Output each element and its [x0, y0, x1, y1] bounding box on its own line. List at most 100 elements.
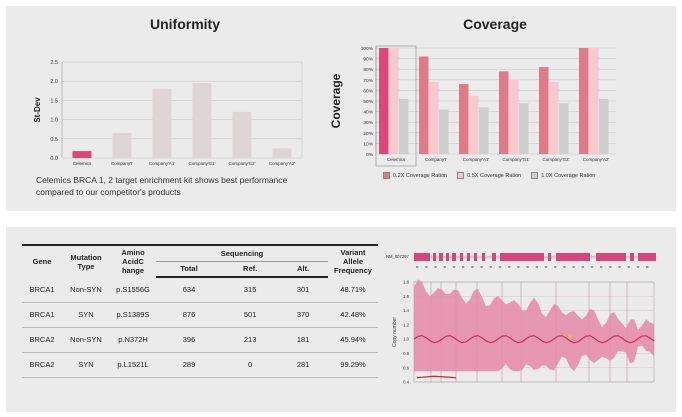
cell-vaf: 45.94% — [328, 327, 378, 353]
exon-tick — [471, 266, 474, 268]
transcript-label: NM_007297 — [386, 254, 409, 259]
bar — [232, 111, 252, 158]
y-tick-label: 0.5 — [50, 137, 58, 143]
coverage-title: Coverage — [463, 16, 527, 32]
exon — [638, 253, 656, 261]
x-tick-label: Company'I' — [425, 157, 447, 162]
cell-alt: 181 — [278, 327, 328, 353]
header-sequencing: Sequencing — [156, 244, 328, 262]
cell-gene: BRCA1 — [22, 302, 62, 328]
y-tick-label: 10% — [363, 141, 373, 147]
exon-tick — [554, 266, 557, 268]
legend-swatch — [457, 172, 465, 179]
legend-item: 0.5X Coverage Ration — [457, 172, 521, 179]
cell-mutation: Non-SYN — [62, 327, 110, 353]
exon — [630, 253, 634, 261]
x-tick-label: Company'G2' — [543, 157, 570, 162]
cell-total: 289 — [156, 352, 223, 378]
legend-swatch — [383, 172, 390, 179]
y-tick-label: 70% — [363, 78, 373, 84]
cell-total: 634 — [156, 277, 223, 303]
exon-tick — [462, 266, 465, 268]
legend-item: 0.2X Coverage Ration — [383, 172, 447, 179]
legend-label: 1.0X Coverage Ration — [541, 172, 596, 179]
y-tick-label: 20% — [363, 131, 373, 137]
bar — [589, 48, 599, 154]
cell-amino: p.N372H — [110, 327, 156, 353]
legend-label: 0.5X Coverage Ration — [467, 172, 522, 179]
y-tick-label: 100% — [361, 46, 374, 52]
y-tick-label: 1.6 — [403, 294, 409, 299]
header-vaf: Variant Allele Frequency — [328, 244, 378, 277]
table-row: BRCA2 SYN p.L1521L 289 0 281 99.29% — [22, 352, 378, 378]
y-tick-label: 0.8 — [403, 351, 409, 356]
exon — [446, 253, 449, 261]
bar — [459, 84, 469, 154]
bar — [112, 133, 132, 158]
exon-tick — [498, 266, 502, 268]
cell-ref: 501 — [222, 302, 279, 328]
cell-gene: BRCA2 — [22, 352, 62, 378]
exon-tick — [416, 266, 419, 268]
header-gene: Gene — [22, 244, 62, 277]
x-tick-label: Company'G2' — [229, 161, 256, 166]
cell-alt: 370 — [278, 302, 328, 328]
y-tick-label: 2.5 — [50, 60, 58, 66]
bar — [599, 98, 609, 154]
x-tick-label: Company'A1' — [463, 157, 490, 162]
exon-tick — [517, 266, 520, 268]
legend-label: 0.2X Coverage Ration — [393, 172, 448, 179]
header-amino: Amino AcidC hange — [110, 244, 156, 277]
exon-tick — [434, 266, 437, 268]
header-ref: Ref. — [222, 261, 279, 278]
low-segment — [416, 375, 457, 379]
exon-tick — [489, 266, 492, 268]
x-tick-label: Company'A2' — [583, 157, 610, 162]
x-tick-label: Company'A1' — [149, 161, 176, 166]
exon-tick — [480, 266, 483, 268]
exon-tick — [572, 266, 575, 268]
exon — [492, 253, 496, 261]
cell-mutation: SYN — [62, 302, 110, 328]
copy-number-plot: NM_007297 0.4 0.6 0.8 1.0 1.2 1.4 1.6 1.8 Copy nu… — [386, 253, 656, 385]
header-alt: Alt. — [278, 261, 328, 278]
x-tick-label: Celemics — [387, 157, 406, 162]
legend-swatch — [531, 172, 539, 179]
table-row: BRCA2 Non-SYN p.N372H 396 213 181 45.94% — [22, 327, 378, 353]
y-tick-label: 2.0 — [50, 79, 58, 85]
exon — [414, 253, 430, 261]
legend-item: 1.0X Coverage Ration — [531, 172, 595, 179]
exon-tick — [600, 266, 603, 268]
exon-tick — [646, 266, 649, 268]
header-mutation: Mutation Type — [62, 244, 110, 277]
bar — [439, 109, 449, 154]
y-tick-label: 1.0 — [403, 337, 409, 342]
x-tick-label: Company'I' — [111, 161, 133, 166]
bar — [192, 83, 212, 158]
uniformity-chart: 0.0 0.5 1.0 1.5 2.0 2.5 St-Dev Celemics Company'… — [33, 60, 303, 166]
cell-ref: 213 — [222, 327, 279, 353]
table-row: BRCA1 SYN p.S1389S 876 501 370 42.48% — [22, 302, 378, 328]
cell-vaf: 99.29% — [328, 352, 378, 378]
exon — [460, 253, 463, 261]
cell-vaf: 48.71% — [328, 277, 378, 303]
y-axis-label: St-Dev — [33, 97, 42, 123]
exon-tick — [636, 266, 640, 268]
bar — [559, 103, 569, 154]
y-tick-label: 1.4 — [403, 308, 409, 313]
coverage-chart: 0% 10% 20% 30% 40% 50% 60% 70% 80% 90% 100% Coverag… — [329, 45, 616, 167]
x-tick-label: Celemics — [73, 161, 92, 166]
exon-tick — [443, 266, 446, 268]
cell-amino: p.S1389S — [110, 302, 156, 328]
bar — [389, 48, 399, 154]
coverage-legend: 0.2X Coverage Ration 0.5X Coverage Ratio… — [383, 172, 595, 179]
x-tick-label: Company'A2' — [269, 161, 296, 166]
bar — [469, 95, 479, 154]
cell-vaf: 42.48% — [328, 302, 378, 328]
y-tick-label: 60% — [363, 88, 373, 94]
x-tick-label: Company'G1' — [503, 157, 530, 162]
bar — [399, 98, 409, 154]
cell-alt: 301 — [278, 277, 328, 303]
y-tick-label: 1.0 — [50, 118, 58, 124]
exon-tick — [508, 266, 511, 268]
